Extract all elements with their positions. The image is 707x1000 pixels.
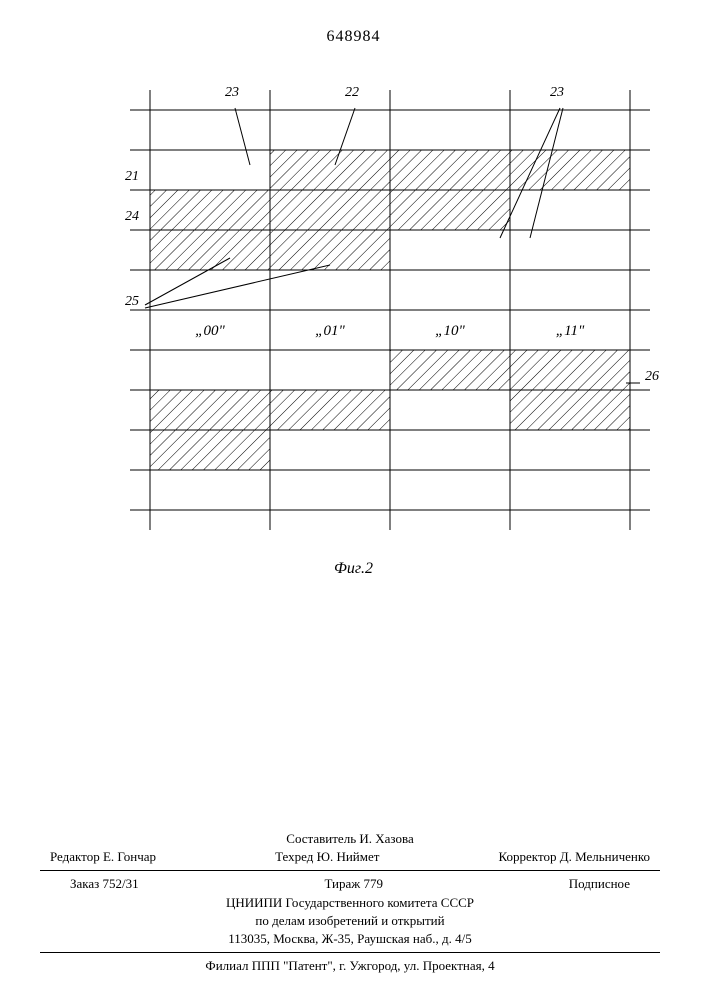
figure-caption: Фиг.2 — [334, 560, 373, 578]
callout-label: 23 — [225, 85, 239, 100]
hatched-cell — [270, 390, 390, 430]
figure-2: „00"„01"„10"„11"23222321242526 — [50, 80, 650, 560]
subscription: Подписное — [569, 875, 630, 893]
hatched-cell — [270, 150, 390, 190]
org-line-2: по делам изобретений и открытий — [40, 912, 660, 930]
hatched-cell — [150, 430, 270, 470]
column-binary-label: „00" — [195, 323, 225, 339]
hatched-cell — [390, 150, 510, 190]
callout-label: 24 — [125, 209, 139, 224]
column-binary-label: „11" — [556, 323, 585, 339]
hatched-cell — [510, 350, 630, 390]
address-line: 113035, Москва, Ж-35, Раушская наб., д. … — [40, 930, 660, 948]
org-line-1: ЦНИИПИ Государственного комитета СССР — [40, 894, 660, 912]
divider — [40, 870, 660, 871]
callout-label: 23 — [550, 85, 564, 100]
hatched-cell — [270, 230, 390, 270]
leader-line — [235, 108, 250, 165]
hatched-cell — [270, 190, 390, 230]
hatched-cell — [150, 230, 270, 270]
callout-label: 22 — [345, 85, 359, 100]
column-binary-label: „01" — [315, 323, 345, 339]
hatched-cell — [150, 190, 270, 230]
divider — [40, 952, 660, 953]
hatched-cell — [510, 390, 630, 430]
compiler-line: Составитель И. Хазова — [40, 830, 660, 848]
imprint-block: Составитель И. Хазова Редактор Е. Гончар… — [40, 830, 660, 975]
editor: Редактор Е. Гончар — [50, 848, 156, 866]
order-number: Заказ 752/31 — [70, 875, 139, 893]
column-binary-label: „10" — [435, 323, 465, 339]
leader-line — [145, 265, 330, 308]
branch-line: Филиал ППП "Патент", г. Ужгород, ул. Про… — [40, 957, 660, 975]
corrector: Корректор Д. Мельниченко — [499, 848, 650, 866]
hatched-cell — [150, 390, 270, 430]
hatched-cell — [510, 150, 630, 190]
tirage: Тираж 779 — [324, 875, 383, 893]
callout-label: 21 — [125, 169, 139, 184]
techred: Техред Ю. Ниймет — [275, 848, 379, 866]
hatched-cell — [390, 350, 510, 390]
callout-label: 26 — [645, 369, 659, 384]
hatched-cell — [390, 190, 510, 230]
callout-label: 25 — [125, 294, 139, 309]
page-number: 648984 — [327, 28, 381, 46]
